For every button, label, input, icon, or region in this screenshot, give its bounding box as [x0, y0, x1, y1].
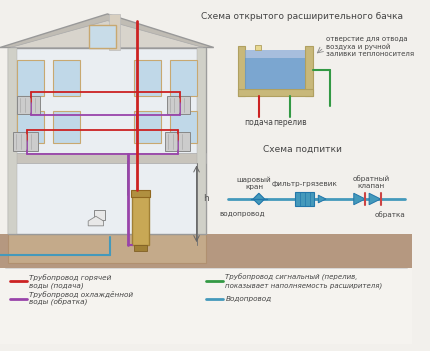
Polygon shape — [11, 21, 203, 47]
Text: водопровод: водопровод — [220, 211, 265, 217]
Polygon shape — [369, 193, 381, 205]
Bar — [8, 153, 206, 163]
Text: фильтр-грязевик: фильтр-грязевик — [272, 181, 338, 187]
Text: обратка: обратка — [375, 211, 405, 218]
Bar — [8, 234, 206, 263]
Text: подача: подача — [244, 118, 273, 127]
Text: Трубопровод охлаждённой
воды (обратка): Трубопровод охлаждённой воды (обратка) — [29, 291, 133, 306]
Polygon shape — [88, 216, 104, 226]
Polygon shape — [253, 193, 264, 205]
Bar — [0, 234, 412, 344]
Bar — [238, 89, 313, 97]
Bar — [255, 45, 261, 51]
Bar — [165, 132, 190, 151]
Polygon shape — [0, 14, 214, 47]
Bar — [8, 47, 206, 234]
Bar — [17, 60, 44, 97]
Bar — [197, 47, 206, 234]
Text: отверстие для отвода
воздуха и ручной
заливки теплоносителя: отверстие для отвода воздуха и ручной за… — [326, 36, 414, 57]
Text: h: h — [203, 194, 209, 204]
Bar — [17, 97, 40, 114]
Bar — [53, 111, 80, 143]
Text: перелив: перелив — [273, 118, 307, 127]
Text: шаровый
кран: шаровый кран — [237, 177, 271, 190]
Bar — [131, 190, 150, 197]
Text: Водопровод: Водопровод — [225, 296, 271, 302]
Text: Схема открытого расширительного бачка: Схема открытого расширительного бачка — [201, 12, 403, 21]
Bar — [134, 60, 161, 97]
Bar — [132, 195, 149, 245]
Text: Трубопровод горячей
воды (подача): Трубопровод горячей воды (подача) — [29, 274, 111, 289]
Text: Схема подпитки: Схема подпитки — [263, 145, 341, 154]
Polygon shape — [354, 193, 365, 205]
Bar — [89, 25, 116, 47]
Bar — [295, 192, 314, 206]
Bar — [0, 268, 412, 344]
Bar — [246, 51, 305, 58]
Bar — [134, 111, 161, 143]
Bar — [170, 60, 197, 97]
Bar — [305, 46, 313, 97]
Bar — [246, 58, 305, 89]
Bar — [13, 132, 38, 151]
Bar — [167, 97, 190, 114]
Bar — [53, 60, 80, 97]
Text: обратный
клапан: обратный клапан — [353, 175, 390, 188]
Bar — [94, 211, 105, 220]
Bar — [134, 245, 147, 251]
Bar — [170, 111, 197, 143]
Bar — [109, 14, 120, 51]
Bar — [17, 111, 44, 143]
Text: Трубопровод сигнальный (перелив,
показывает наполняемость расширителя): Трубопровод сигнальный (перелив, показыв… — [225, 274, 383, 289]
Polygon shape — [318, 195, 326, 203]
Bar — [238, 46, 246, 97]
Bar — [8, 47, 17, 234]
